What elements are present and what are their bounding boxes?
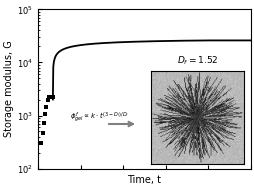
Text: $\phi_{gel}^{f} \propto k \cdot t^{(3-D_f)/D_f}$: $\phi_{gel}^{f} \propto k \cdot t^{(3-D_… (70, 110, 129, 125)
Text: $D_f=1.52$: $D_f=1.52$ (176, 54, 217, 67)
X-axis label: Time, t: Time, t (127, 175, 161, 185)
Y-axis label: Storage modulus, G: Storage modulus, G (4, 41, 14, 137)
